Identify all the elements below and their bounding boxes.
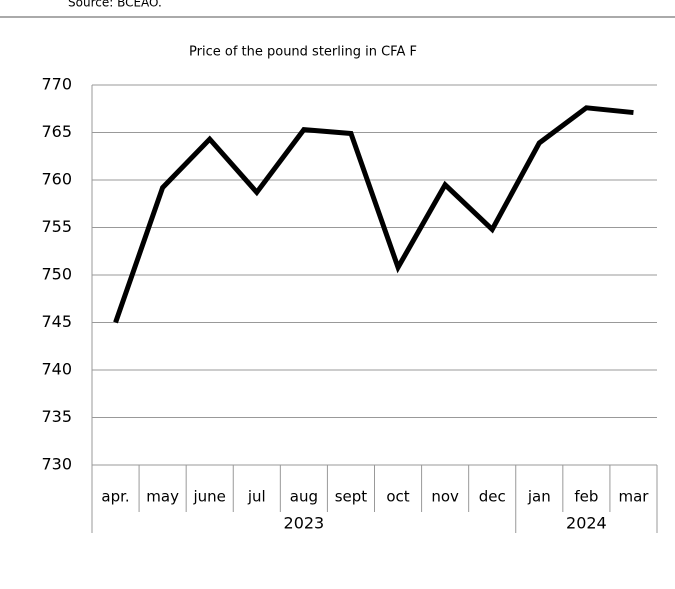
y-tick-label: 730 xyxy=(41,455,72,474)
y-tick-label: 765 xyxy=(41,122,72,141)
y-tick-label: 735 xyxy=(41,407,72,426)
x-tick-label: jul xyxy=(247,488,266,506)
chart-title: Price of the pound sterling in CFA F xyxy=(189,45,417,60)
y-tick-label: 750 xyxy=(41,265,72,284)
y-tick-label: 760 xyxy=(41,170,72,189)
x-tick-label: jan xyxy=(527,488,551,506)
group-label: 2023 xyxy=(284,514,325,533)
x-tick-label: apr. xyxy=(101,488,129,506)
y-tick-label: 770 xyxy=(41,75,72,94)
x-tick-label: june xyxy=(192,488,225,506)
y-tick-label: 745 xyxy=(41,312,72,331)
x-tick-label: dec xyxy=(479,488,506,506)
line-series xyxy=(113,105,634,324)
x-tick-label: mar xyxy=(618,488,649,506)
x-tick-label: oct xyxy=(386,488,409,506)
group-label: 2024 xyxy=(566,514,607,533)
x-tick-label: sept xyxy=(335,488,368,506)
y-tick-label: 755 xyxy=(41,217,72,236)
y-tick-label: 740 xyxy=(41,360,72,379)
x-tick-label: aug xyxy=(290,488,318,506)
x-tick-label: feb xyxy=(574,488,598,506)
x-tick-label: nov xyxy=(431,488,459,506)
source: Source: BCEAO. xyxy=(68,0,162,10)
x-tick-label: may xyxy=(146,488,179,506)
